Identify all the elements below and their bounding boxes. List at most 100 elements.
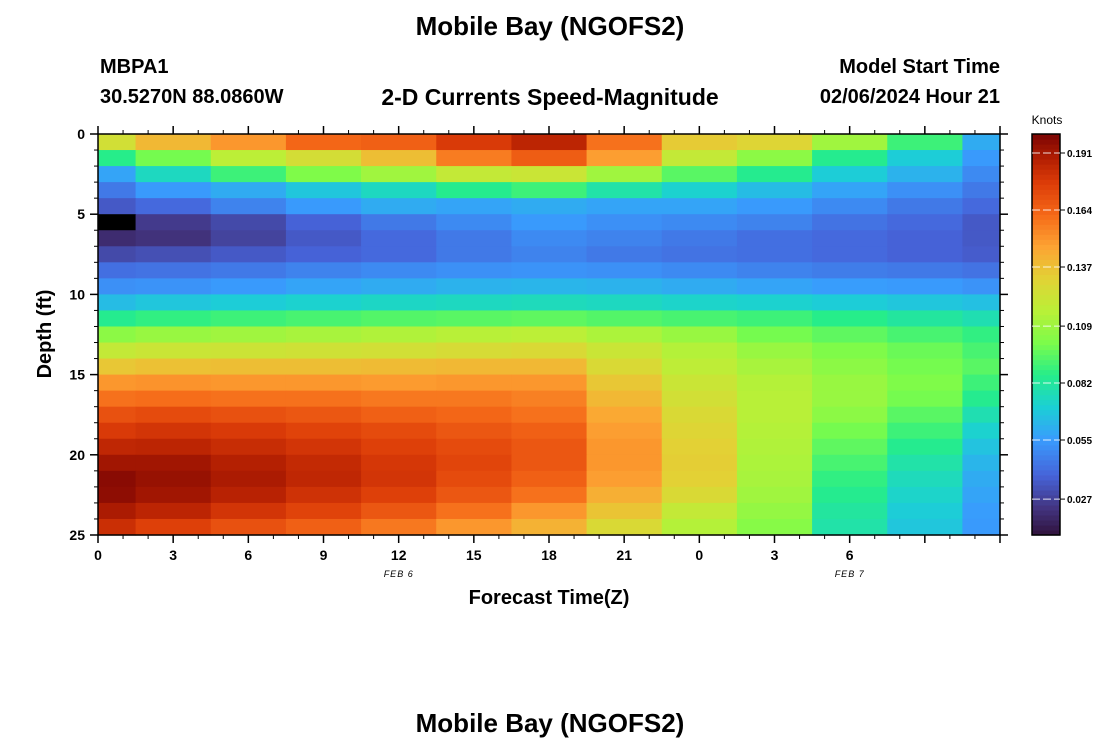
heatmap-cell (812, 262, 888, 279)
colorbar-tick-label: 0.109 (1067, 322, 1092, 333)
colorbar-segment (1032, 429, 1060, 436)
heatmap-cell (210, 166, 287, 183)
heatmap-cell (887, 150, 964, 167)
model-start-label: Model Start Time (839, 56, 1000, 78)
heatmap-cell (210, 262, 287, 279)
colorbar-segment (1032, 289, 1060, 295)
colorbar-segment (1032, 464, 1060, 471)
heatmap-cell (436, 358, 513, 376)
heatmap-cell (887, 518, 964, 536)
colorbar-segment (1032, 489, 1060, 496)
heatmap-cell (436, 262, 513, 279)
heatmap-cell (511, 454, 588, 472)
heatmap-cell (511, 374, 588, 392)
heatmap-cell (361, 150, 437, 167)
heatmap-cell (962, 326, 1001, 344)
colorbar-segment (1032, 159, 1060, 165)
colorbar-segment (1032, 504, 1060, 511)
heatmap-cell (135, 454, 212, 472)
colorbar-segment (1032, 244, 1060, 250)
heatmap-cell (887, 310, 964, 328)
heatmap-cell (736, 470, 813, 488)
colorbar-segment (1032, 479, 1060, 486)
heatmap-cell (135, 278, 212, 295)
heatmap-cell (285, 486, 362, 504)
heatmap-cell (361, 390, 437, 408)
colorbar-segment (1032, 134, 1060, 140)
colorbar-segment (1032, 204, 1060, 210)
heatmap-cell (661, 214, 738, 231)
colorbar-tick-label: 0.164 (1067, 206, 1092, 217)
heatmap-cell (887, 438, 964, 456)
y-tick-label: 15 (69, 367, 85, 383)
colorbar: 0.027 0.055 0.082 0.109 0.137 0.164 0.191 (1031, 133, 1092, 536)
heatmap-cell (361, 422, 437, 440)
x-tick-label: 0 (94, 547, 102, 563)
heatmap-cell (736, 198, 813, 215)
colorbar-segment (1032, 199, 1060, 205)
y-tick-label: 5 (77, 206, 85, 222)
heatmap-cell (736, 406, 813, 424)
heatmap-cell (812, 438, 888, 456)
heatmap-cell (285, 470, 362, 488)
heatmap-cell (511, 422, 588, 440)
heatmap-cell (511, 198, 588, 215)
heatmap-cell (812, 390, 888, 408)
heatmap-cell (511, 390, 588, 408)
heatmap-cell (736, 518, 813, 536)
heatmap-cell (661, 294, 738, 312)
heatmap-cell (210, 294, 287, 312)
heatmap-cell (812, 278, 888, 295)
chart-title: Mobile Bay (NGOFS2) (415, 11, 685, 41)
heatmap-cell (135, 150, 212, 167)
heatmap-cell (436, 438, 513, 456)
heatmap-cell (361, 278, 437, 295)
heatmap-cell (736, 486, 813, 504)
heatmap-cell (210, 182, 287, 199)
heatmap-cell (887, 422, 964, 440)
heatmap-cell (661, 486, 738, 504)
heatmap-cell (661, 358, 738, 376)
heatmap-cell (812, 214, 888, 231)
heatmap-cell (661, 182, 738, 199)
heatmap-cell (135, 438, 212, 456)
colorbar-segment (1032, 494, 1060, 501)
colorbar-segment (1032, 249, 1060, 255)
colorbar-segment (1032, 514, 1060, 521)
heatmap-cell (210, 230, 287, 247)
heatmap-cell (98, 294, 137, 312)
colorbar-segment (1032, 334, 1060, 341)
heatmap-cell (135, 182, 212, 199)
heatmap-cell (661, 150, 738, 167)
heatmap-cells (98, 134, 1001, 536)
colorbar-segment (1032, 279, 1060, 285)
product-title: 2-D Currents Speed-Magnitude (381, 84, 719, 110)
colorbar-label: Knots (1032, 113, 1063, 127)
colorbar-segment (1032, 239, 1060, 245)
date-label: FEB 6 (384, 569, 414, 579)
heatmap-cell (586, 342, 663, 360)
heatmap-cell (210, 374, 287, 392)
colorbar-segment (1032, 149, 1060, 155)
heatmap-cell (736, 390, 813, 408)
heatmap-cell (210, 470, 287, 488)
colorbar-segment (1032, 369, 1060, 376)
heatmap-cell (887, 502, 964, 520)
heatmap-cell (812, 150, 888, 167)
heatmap-cell (210, 454, 287, 472)
heatmap-cell (98, 422, 137, 440)
heatmap-cell (586, 518, 663, 536)
heatmap-cell (586, 230, 663, 247)
colorbar-segment (1032, 379, 1060, 386)
heatmap-cell (586, 262, 663, 279)
heatmap-cell (436, 198, 513, 215)
heatmap-cell (361, 326, 437, 344)
colorbar-segment (1032, 254, 1060, 260)
heatmap-cell (661, 278, 738, 295)
heatmap-cell (887, 166, 964, 183)
colorbar-segment (1032, 154, 1060, 160)
heatmap-cell (210, 406, 287, 424)
heatmap-cell (962, 390, 1001, 408)
colorbar-segment (1032, 309, 1060, 316)
date-label: FEB 7 (835, 569, 865, 579)
